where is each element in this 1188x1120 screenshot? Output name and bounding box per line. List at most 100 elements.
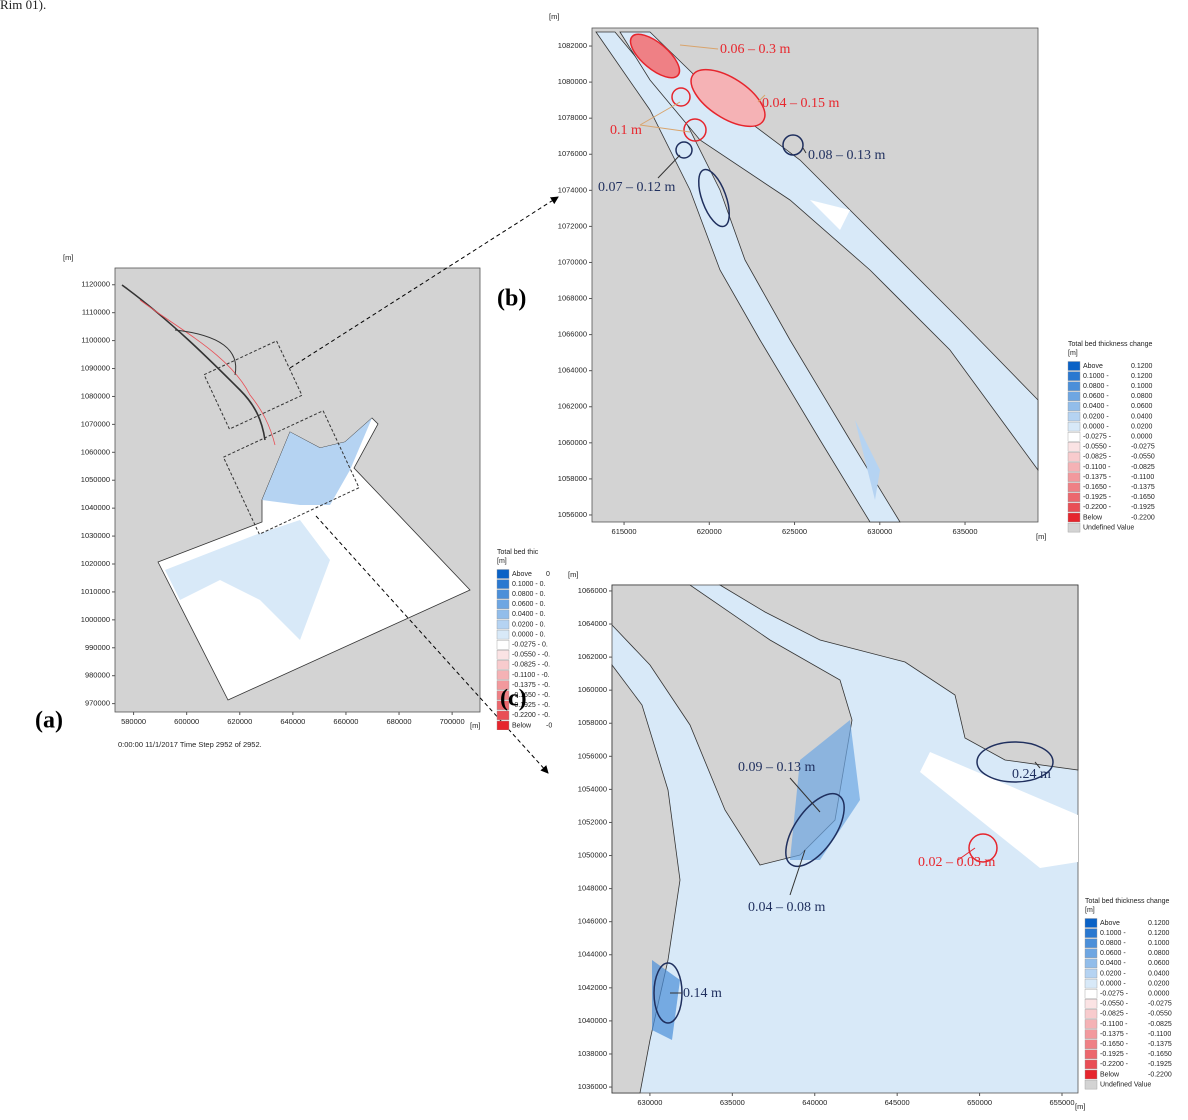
- legend-label: -0.1650: [1131, 494, 1155, 501]
- legend-label: 0.1200: [1148, 930, 1170, 937]
- legend-label: 0.0800 -: [1083, 383, 1109, 390]
- legend-label: -0.2200 -: [1100, 1061, 1129, 1068]
- x-tick-label: 620000: [697, 527, 722, 536]
- legend-label: Below: [1083, 514, 1103, 521]
- cropped-text: Rim 01).: [0, 0, 46, 12]
- legend-swatch: [1085, 959, 1097, 968]
- map-c: [612, 585, 1078, 1093]
- y-tick-label: 1080000: [81, 391, 110, 400]
- legend-label: 0.0800: [1131, 393, 1153, 400]
- annotation: 0.07 – 0.12 m: [598, 180, 676, 195]
- y-tick-label: 1056000: [558, 510, 587, 519]
- legend-swatch: [1085, 1020, 1097, 1029]
- x-tick-label: 650000: [967, 1098, 992, 1107]
- y-tick-label: 1050000: [578, 851, 607, 860]
- legend-label: -0.0550 -: [1100, 1001, 1129, 1008]
- legend-swatch: [497, 731, 509, 740]
- legend-label: -0.1100 - -0.: [512, 672, 550, 679]
- legend-label: -0.1100: [1148, 1031, 1171, 1038]
- y-tick-label: 1070000: [81, 419, 110, 428]
- y-tick-label: 1058000: [578, 718, 607, 727]
- y-tick-label: 1042000: [578, 983, 607, 992]
- legend-label: -0.0275 -: [1083, 434, 1112, 441]
- legend-label: 0: [546, 571, 550, 578]
- y-tick-label: 1076000: [558, 149, 587, 158]
- y-tick-label: 1090000: [81, 364, 110, 373]
- y-tick-label: 1082000: [558, 41, 587, 50]
- legend-swatch: [1068, 452, 1080, 461]
- y-tick-label: 1066000: [558, 330, 587, 339]
- legend-swatch: [1085, 1040, 1097, 1049]
- figure: Rim 01). 9700009800009900001000000101000…: [0, 0, 1188, 1120]
- legend-label: 0.0400: [1131, 413, 1153, 420]
- legend-swatch: [1068, 442, 1080, 451]
- legend-label: -0.1375 -: [1100, 1031, 1129, 1038]
- legend-label: 0.0800: [1148, 950, 1170, 957]
- legend-label: 0.0600 -: [1083, 393, 1109, 400]
- legend-swatch: [1068, 392, 1080, 401]
- y-tick-label: 980000: [85, 671, 110, 680]
- legend-label: 0.1000 - 0.: [512, 581, 546, 588]
- legend-label: -0.1925: [1148, 1061, 1172, 1068]
- legend-title: Total bed thickness change: [1068, 341, 1153, 348]
- legend-label: 0.0800 -: [1100, 940, 1126, 947]
- y-tick-label: 1064000: [558, 366, 587, 375]
- y-tick-label: 1030000: [81, 531, 110, 540]
- caption: 0:00:00 11/1/2017 Time Step 2952 of 2952…: [118, 740, 262, 749]
- legend-title: Total bed thickness change: [1085, 898, 1170, 905]
- legend-label: Above: [512, 571, 532, 578]
- legend-swatch: [497, 580, 509, 589]
- x-tick-label: 630000: [867, 527, 892, 536]
- legend-swatch: [1068, 372, 1080, 381]
- legend-swatch: [1068, 432, 1080, 441]
- legend-swatch: [497, 640, 509, 649]
- x-tick-label: 640000: [280, 717, 305, 726]
- y-tick-label: 1120000: [81, 280, 110, 289]
- legend-swatch: [497, 671, 509, 680]
- legend-label: Above: [1083, 363, 1103, 370]
- legend-swatch: [1085, 949, 1097, 958]
- legend-label: 0.0000 - 0.: [512, 631, 546, 638]
- x-tick-label: 580000: [121, 717, 146, 726]
- legend-label: -0.0825 -: [1083, 454, 1112, 461]
- legend-label: 0.0600: [1131, 403, 1153, 410]
- panel-label: (c): [500, 686, 527, 712]
- legend-label: 0.0000 -: [1083, 423, 1109, 430]
- x-tick-label: 700000: [440, 717, 465, 726]
- y-unit: [m]: [568, 570, 578, 579]
- y-tick-label: 1044000: [578, 950, 607, 959]
- x-tick-label: 615000: [612, 527, 637, 536]
- legend-label: 0.0400 -: [1083, 403, 1109, 410]
- legend-label: 0.0600 - 0.: [512, 601, 546, 608]
- y-tick-label: 990000: [85, 643, 110, 652]
- legend-label: 0.0600 -: [1100, 950, 1126, 957]
- y-tick-label: 1048000: [578, 884, 607, 893]
- y-tick-label: 1060000: [578, 685, 607, 694]
- legend-label: -0.0275 -: [1100, 991, 1129, 998]
- x-tick-label: 640000: [802, 1098, 827, 1107]
- legend-label: -0.0550 - -0.: [512, 652, 550, 659]
- y-unit: [m]: [63, 253, 73, 262]
- legend-label: 0.0200: [1148, 980, 1170, 987]
- legend-label: 0.0200 -: [1083, 413, 1109, 420]
- legend-label: -0.0550: [1131, 454, 1155, 461]
- legend-label: -0.1100 -: [1083, 464, 1111, 471]
- y-tick-label: 1074000: [558, 185, 587, 194]
- y-tick-label: 1040000: [578, 1016, 607, 1025]
- legend-swatch: [1068, 523, 1080, 532]
- x-tick-label: 635000: [720, 1098, 745, 1107]
- legend-swatch: [1068, 382, 1080, 391]
- x-tick-label: 645000: [885, 1098, 910, 1107]
- legend-unit: [m]: [497, 558, 507, 565]
- legend-label: 0.1200: [1131, 373, 1153, 380]
- legend-label: -0.1100 -: [1100, 1021, 1128, 1028]
- y-tick-label: 1060000: [558, 438, 587, 447]
- annotation: 0.09 – 0.13 m: [738, 760, 816, 775]
- x-unit: [m]: [470, 721, 480, 730]
- legend: Total bed thickness change[m]Above0.1200…: [1085, 898, 1172, 1089]
- y-tick-label: 1010000: [81, 587, 110, 596]
- y-tick-label: 1072000: [558, 221, 587, 230]
- y-tick-label: 1054000: [578, 784, 607, 793]
- y-tick-label: 970000: [85, 699, 110, 708]
- legend-label: -0.1650 -: [1083, 484, 1112, 491]
